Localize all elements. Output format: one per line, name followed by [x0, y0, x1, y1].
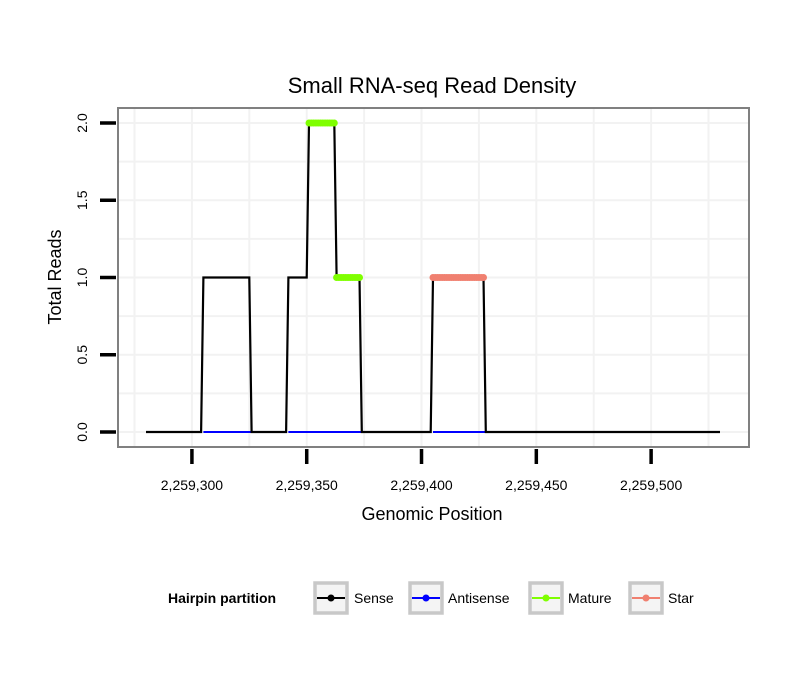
x-tick-label: 2,259,500 — [620, 477, 682, 493]
legend-label: Star — [668, 590, 694, 606]
x-tick-label: 2,259,400 — [390, 477, 452, 493]
legend: Hairpin partition Sense Antisense Mature St… — [168, 581, 694, 615]
series-mature-point — [356, 274, 364, 281]
legend-label: Antisense — [448, 590, 510, 606]
x-axis: 2,259,300 2,259,350 2,259,400 2,259,450 2,25… — [161, 449, 682, 493]
legend-item-mature: Mature — [528, 581, 612, 615]
plot-panel — [117, 107, 750, 448]
series-layer — [146, 119, 720, 434]
y-tick-label: 0.0 — [74, 422, 90, 442]
x-tick-label: 2,259,450 — [505, 477, 567, 493]
y-tick-label: 0.5 — [74, 345, 90, 365]
x-axis-title: Genomic Position — [361, 504, 502, 524]
legend-key-point — [642, 594, 650, 602]
legend-key-point — [422, 594, 430, 602]
y-tick-label: 1.0 — [74, 268, 90, 288]
legend-title: Hairpin partition — [168, 590, 276, 606]
x-tick-label: 2,259,350 — [276, 477, 338, 493]
legend-item-star: Star — [628, 581, 694, 615]
legend-key-point — [327, 594, 335, 602]
grid-lines — [118, 108, 749, 447]
y-axis-title: Total Reads — [45, 229, 65, 324]
legend-item-antisense: Antisense — [408, 581, 510, 615]
y-tick-label: 2.0 — [74, 113, 90, 133]
legend-item-sense: Sense — [313, 581, 394, 615]
y-tick-label: 1.5 — [74, 190, 90, 210]
chart-title: Small RNA-seq Read Density — [288, 73, 577, 98]
legend-label: Sense — [354, 590, 394, 606]
legend-label: Mature — [568, 590, 612, 606]
series-star-point — [480, 274, 488, 281]
x-tick-label: 2,259,300 — [161, 477, 223, 493]
legend-key-point — [542, 594, 550, 602]
y-axis: 0.0 0.5 1.0 1.5 2.0 — [74, 113, 116, 442]
plot-border — [117, 107, 750, 448]
series-mature-point — [330, 119, 338, 127]
